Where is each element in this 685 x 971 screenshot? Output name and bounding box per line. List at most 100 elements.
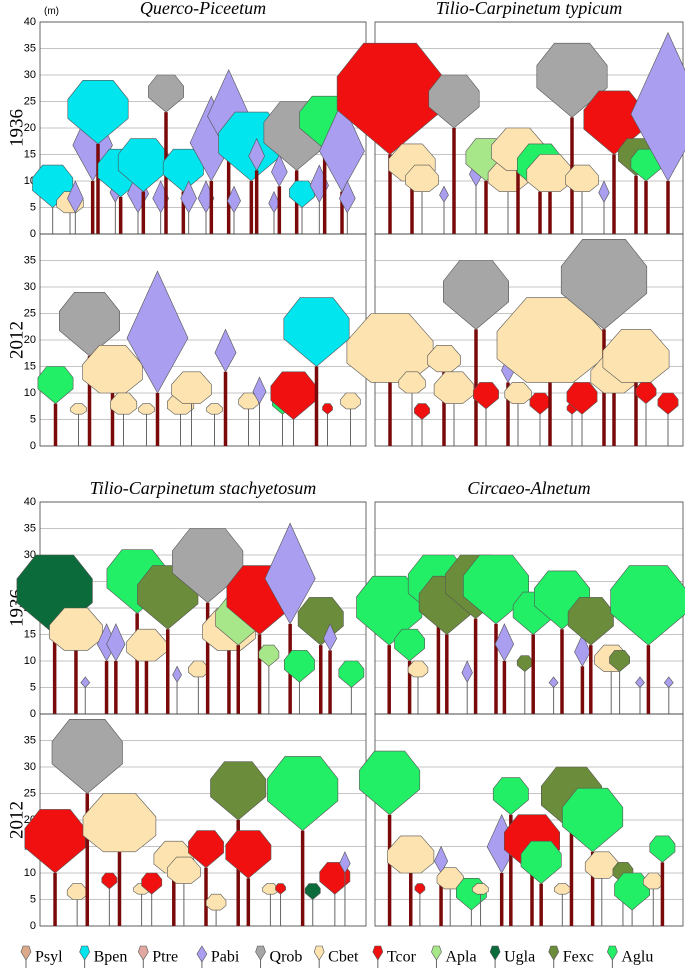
legend-label: Aglu — [621, 949, 653, 966]
legend-swatch — [196, 945, 208, 963]
crown — [106, 623, 126, 662]
crown — [227, 185, 241, 214]
legend-label: Ptre — [152, 949, 178, 966]
crown — [101, 872, 118, 890]
crown — [414, 883, 426, 895]
crown — [126, 628, 167, 662]
y-tick-label: 10 — [24, 867, 36, 879]
y-tick-label: 25 — [24, 95, 36, 107]
crown — [494, 623, 515, 662]
y-tick-label: 40 — [24, 496, 36, 508]
crown — [214, 328, 237, 373]
legend-swatch — [137, 945, 149, 961]
crown — [319, 100, 365, 193]
crown — [433, 371, 475, 404]
y-tick-label: 40 — [24, 16, 36, 28]
crown — [657, 392, 679, 415]
crown — [141, 872, 163, 895]
crown — [270, 371, 317, 420]
y-tick-label: 35 — [24, 522, 36, 534]
y-tick-label: 5 — [30, 893, 36, 905]
crown — [516, 655, 533, 672]
y-tick-label: 5 — [30, 201, 36, 213]
crown — [473, 382, 499, 410]
legend-label: Apla — [445, 949, 476, 966]
y-tick-label: 20 — [24, 334, 36, 346]
y-tick-label: 20 — [24, 122, 36, 134]
crown — [339, 851, 351, 874]
crown — [210, 761, 267, 821]
crown — [225, 830, 272, 879]
crown — [602, 329, 670, 383]
crown — [414, 403, 430, 420]
crown — [148, 74, 184, 113]
panel-frame — [374, 713, 684, 927]
stand — [16, 522, 365, 714]
crown — [171, 371, 212, 404]
crown — [663, 676, 674, 688]
crown — [126, 270, 189, 394]
legend-label: Cbet — [328, 949, 359, 966]
crown — [267, 756, 339, 831]
crown — [649, 835, 676, 863]
stand — [359, 750, 676, 926]
stand — [346, 239, 679, 446]
y-tick-label: 5 — [30, 681, 36, 693]
crown — [322, 403, 333, 415]
crown — [248, 137, 265, 172]
crown — [462, 554, 530, 625]
crown — [439, 185, 449, 203]
y-tick-label: 15 — [24, 148, 36, 160]
crown — [428, 74, 480, 129]
crown — [492, 777, 529, 816]
crown — [562, 787, 624, 853]
crown — [51, 718, 123, 794]
panel-title: Circaeo-Alnetum — [467, 478, 590, 498]
crown — [172, 665, 182, 683]
crown — [271, 153, 288, 187]
y-tick-label: 30 — [24, 69, 36, 81]
y-tick-label: 10 — [24, 655, 36, 667]
crown — [206, 403, 223, 415]
stand — [37, 270, 361, 446]
y-tick-label: 5 — [30, 413, 36, 425]
y-tick-label: 0 — [30, 708, 36, 720]
crown — [37, 366, 74, 404]
crown — [110, 392, 138, 415]
legend-swatch — [313, 945, 325, 961]
crown — [529, 392, 551, 415]
crown — [24, 809, 86, 874]
y-tick-label: 30 — [24, 761, 36, 773]
legend-swatch — [431, 945, 442, 961]
crown — [574, 633, 591, 667]
y-unit: (m) — [44, 6, 59, 17]
crown — [598, 180, 610, 203]
crown — [70, 403, 87, 415]
crown — [584, 851, 619, 879]
crown — [180, 180, 197, 214]
crown — [258, 644, 280, 667]
stand — [32, 68, 365, 234]
crown — [289, 180, 315, 208]
crown — [339, 180, 356, 214]
crown — [394, 628, 426, 662]
crown — [275, 883, 286, 895]
legend-swatch — [607, 945, 618, 961]
crown — [336, 42, 444, 155]
y-tick-label: 15 — [24, 360, 36, 372]
crown — [49, 607, 103, 651]
crown — [359, 750, 421, 816]
crown — [338, 660, 365, 688]
crown — [553, 883, 571, 895]
stand — [24, 718, 351, 926]
crown — [283, 650, 315, 683]
crown — [387, 835, 435, 874]
legend-label: Ugla — [504, 949, 535, 966]
crown — [635, 676, 645, 688]
crown — [461, 660, 473, 683]
y-tick-label: 35 — [24, 734, 36, 746]
crown — [138, 403, 155, 415]
legend-label: Tcor — [387, 949, 417, 966]
y-tick-label: 35 — [24, 254, 36, 266]
crown — [526, 154, 574, 192]
